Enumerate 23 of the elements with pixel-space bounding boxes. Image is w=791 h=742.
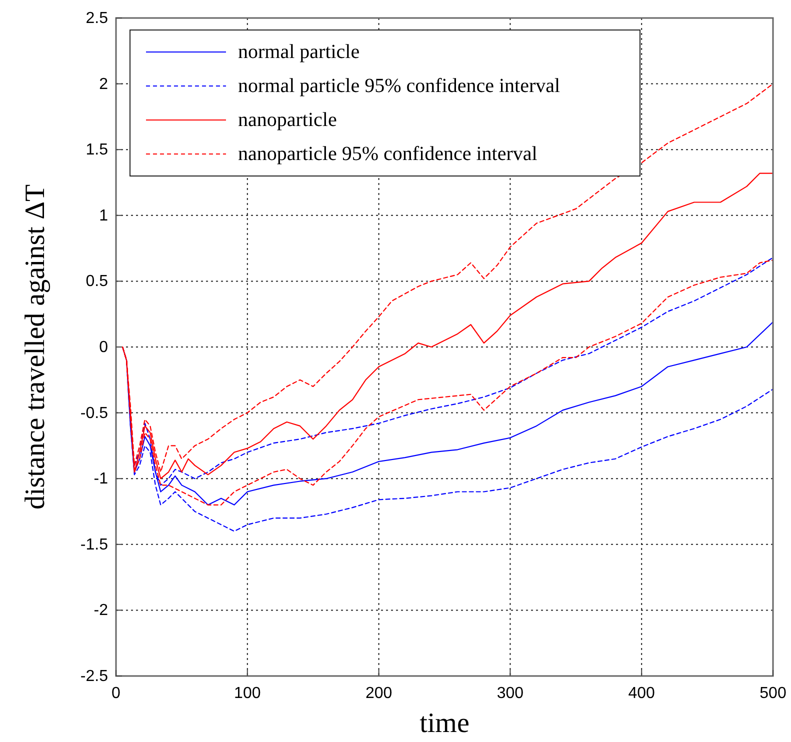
x-tick-label: 400 [628, 685, 656, 702]
legend-label: nanoparticle 95% confidence interval [238, 143, 538, 165]
x-axis-title: time [420, 708, 470, 739]
y-tick-label: 1.5 [86, 142, 108, 159]
y-axis-title: distance travelled against ΔT [20, 184, 51, 510]
legend-label: normal particle [238, 41, 360, 63]
y-tick-label: 2 [99, 76, 108, 93]
y-tick-label: -1.5 [80, 536, 108, 554]
y-tick-label: -0.5 [80, 404, 108, 422]
y-tick-label: 1 [99, 207, 108, 224]
x-tick-label: 200 [365, 685, 392, 702]
x-tick-label: 0 [112, 685, 121, 702]
y-tick-label: -1 [94, 470, 108, 488]
y-tick-label: 0 [99, 339, 108, 356]
y-tick-label: -2 [94, 602, 108, 620]
y-tick-label: 2.5 [86, 10, 108, 27]
legend-label: nanoparticle [238, 109, 337, 131]
y-tick-label: -2.5 [80, 668, 108, 685]
y-tick-label: 0.5 [86, 273, 108, 290]
x-tick-label: 500 [760, 685, 786, 702]
legend-label: normal particle 95% confidence interval [238, 75, 561, 97]
x-tick-label: 100 [234, 685, 261, 702]
x-tick-label: 300 [496, 685, 524, 702]
